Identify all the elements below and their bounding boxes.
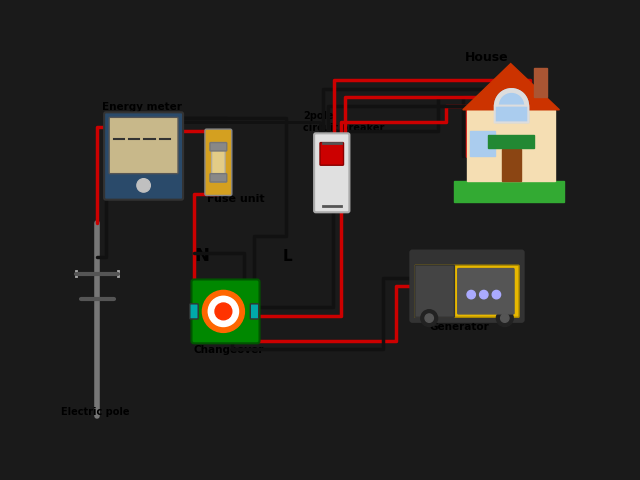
Bar [488, 135, 534, 148]
Circle shape [479, 290, 488, 299]
FancyBboxPatch shape [411, 251, 524, 322]
Text: L: L [282, 249, 292, 264]
FancyBboxPatch shape [458, 269, 514, 314]
FancyBboxPatch shape [210, 143, 227, 151]
FancyBboxPatch shape [210, 174, 227, 182]
Circle shape [425, 314, 433, 323]
Bar [502, 149, 521, 181]
Text: Electric pole: Electric pole [61, 407, 130, 417]
Wedge shape [495, 89, 528, 106]
Circle shape [202, 290, 244, 332]
Polygon shape [463, 64, 559, 110]
Text: Energy meter: Energy meter [102, 102, 182, 112]
Circle shape [215, 303, 232, 320]
Text: 2pole
circuit breaker: 2pole circuit breaker [303, 111, 385, 133]
FancyBboxPatch shape [212, 143, 225, 182]
Bar [495, 106, 528, 122]
Bar [467, 110, 555, 181]
Bar [534, 68, 547, 97]
Circle shape [492, 290, 500, 299]
FancyBboxPatch shape [320, 143, 344, 165]
Text: House: House [465, 51, 508, 64]
Text: Fuse unit: Fuse unit [207, 194, 264, 204]
Text: N: N [194, 247, 209, 265]
Bar [454, 181, 564, 202]
Circle shape [208, 296, 239, 326]
Circle shape [467, 290, 476, 299]
Circle shape [500, 314, 509, 323]
Circle shape [421, 310, 438, 326]
FancyBboxPatch shape [104, 112, 183, 200]
Text: Changeover: Changeover [194, 346, 264, 355]
Circle shape [137, 179, 150, 192]
FancyBboxPatch shape [250, 304, 259, 319]
Circle shape [497, 310, 513, 326]
Wedge shape [495, 89, 528, 106]
FancyBboxPatch shape [415, 265, 519, 317]
FancyBboxPatch shape [314, 133, 349, 212]
FancyBboxPatch shape [205, 129, 232, 195]
FancyBboxPatch shape [415, 265, 454, 317]
FancyBboxPatch shape [109, 118, 178, 174]
FancyBboxPatch shape [190, 304, 198, 319]
FancyBboxPatch shape [191, 279, 260, 343]
Bar [470, 131, 495, 156]
Text: Generator: Generator [429, 322, 489, 332]
